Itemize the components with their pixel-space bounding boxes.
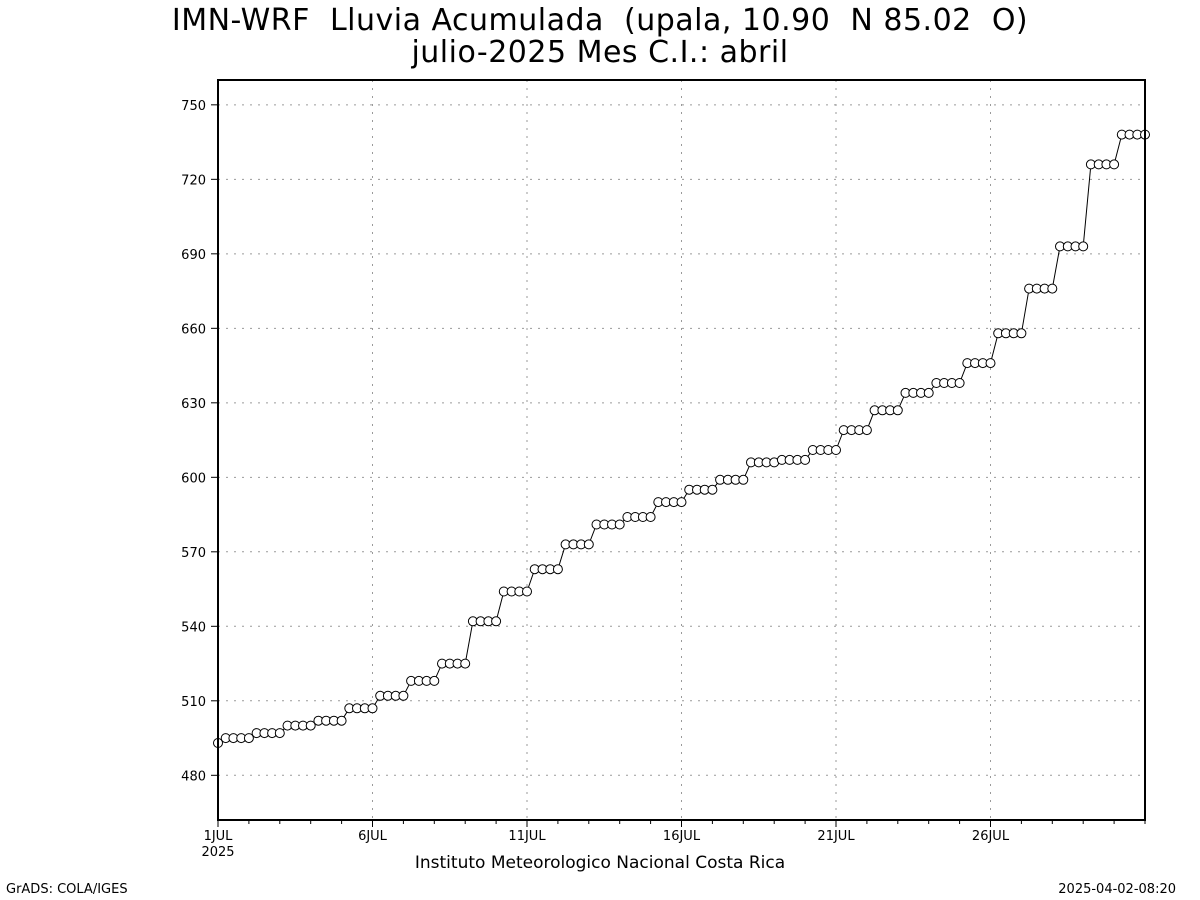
y-tick-label: 690 bbox=[181, 248, 206, 263]
footer-right: 2025-04-02-08:20 bbox=[1058, 882, 1176, 897]
y-tick-label: 720 bbox=[181, 173, 206, 188]
y-tick-label: 660 bbox=[181, 322, 206, 337]
y-tick-label: 510 bbox=[181, 695, 206, 710]
x-tick-label: 11JUL bbox=[508, 829, 546, 844]
credit-label: Instituto Meteorologico Nacional Costa R… bbox=[414, 853, 786, 873]
data-point bbox=[460, 658, 471, 669]
data-point bbox=[800, 454, 811, 465]
y-tick-label: 480 bbox=[181, 769, 206, 784]
footer-left: GrADS: COLA/IGES bbox=[6, 882, 128, 897]
data-point bbox=[491, 616, 502, 627]
data-point bbox=[336, 715, 347, 726]
x-tick-label: 21JUL bbox=[817, 829, 855, 844]
data-point bbox=[1078, 241, 1089, 252]
data-point bbox=[707, 484, 718, 495]
data-point bbox=[274, 728, 285, 739]
data-point bbox=[552, 564, 563, 575]
data-point bbox=[892, 405, 903, 416]
x-tick-label: 1JUL bbox=[204, 829, 234, 844]
data-point bbox=[614, 519, 625, 530]
data-point bbox=[398, 690, 409, 701]
y-tick-label: 570 bbox=[181, 546, 206, 561]
x-tick-label: 26JUL bbox=[972, 829, 1010, 844]
y-axis: 480 510 540 570 600 630 660 690 720 750 bbox=[181, 99, 218, 784]
data-point bbox=[861, 425, 872, 436]
data-point bbox=[954, 378, 965, 388]
data-point bbox=[1047, 283, 1058, 294]
data-point bbox=[645, 512, 656, 522]
data-point bbox=[305, 720, 316, 731]
plot-frame bbox=[217, 79, 1146, 821]
data-point bbox=[923, 387, 934, 398]
data-point bbox=[243, 733, 254, 744]
data-point bbox=[676, 497, 687, 508]
data-point bbox=[367, 703, 378, 714]
data-point bbox=[429, 675, 440, 686]
y-tick-label: 750 bbox=[181, 99, 206, 114]
x-tick-label: 6JUL bbox=[358, 829, 388, 844]
x-tick-label: 16JUL bbox=[663, 829, 701, 844]
chart-subtitle: julio-2025 Mes C.I.: abril bbox=[411, 35, 789, 70]
chart-title: IMN-WRF Lluvia Acumulada (upala, 10.90 N… bbox=[171, 3, 1029, 38]
y-tick-label: 600 bbox=[181, 471, 206, 486]
data-point bbox=[985, 358, 996, 369]
data-point bbox=[738, 474, 749, 485]
y-tick-label: 630 bbox=[181, 397, 206, 412]
data-point bbox=[522, 586, 532, 597]
x-tick-sublabel: 2025 bbox=[201, 845, 234, 860]
data-point bbox=[583, 539, 594, 550]
data-point bbox=[831, 445, 841, 455]
series-markers bbox=[213, 129, 1150, 748]
data-point bbox=[1016, 328, 1027, 339]
data-point bbox=[1109, 159, 1120, 170]
y-tick-label: 540 bbox=[181, 620, 206, 635]
